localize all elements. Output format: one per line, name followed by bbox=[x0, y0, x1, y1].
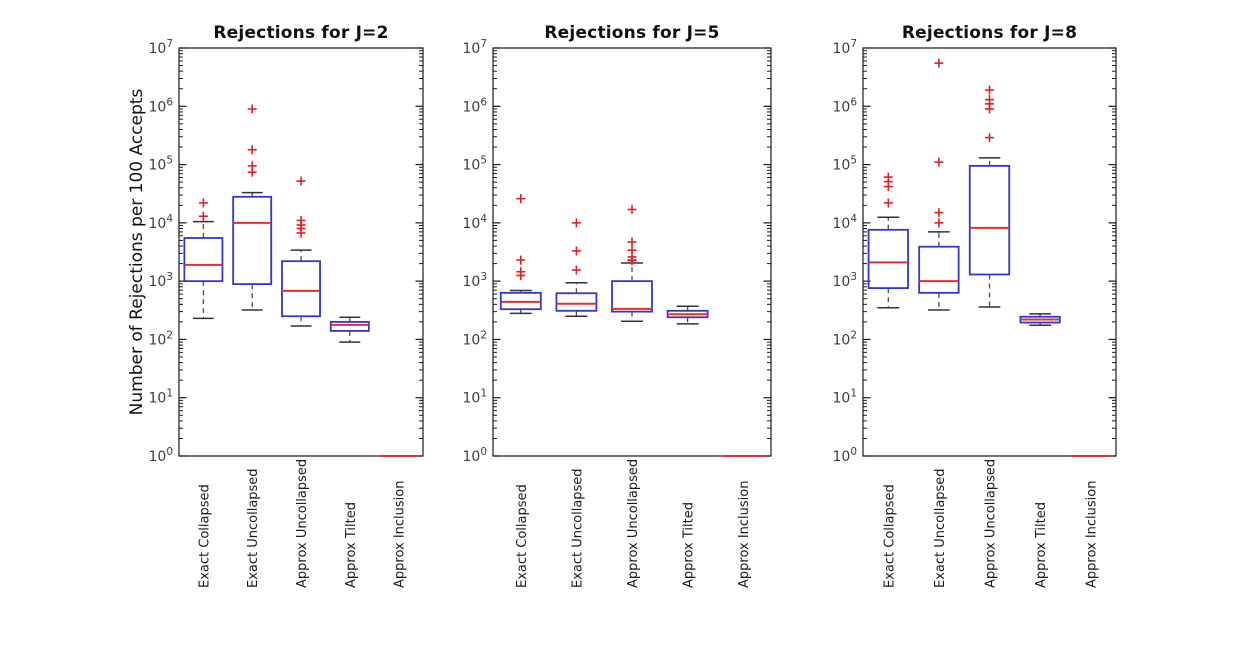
x-category-label: Exact Uncollapsed bbox=[933, 468, 948, 588]
outlier-marker bbox=[516, 255, 526, 265]
subplot-title-j2: Rejections for J=2 bbox=[213, 23, 389, 43]
box-group-approx-tilted bbox=[1019, 313, 1061, 327]
x-category-label: Exact Uncollapsed bbox=[570, 468, 585, 588]
y-tick-label: 106 bbox=[832, 96, 857, 115]
box-group-approx-uncollapsed bbox=[611, 204, 653, 323]
y-tick-label: 107 bbox=[832, 38, 857, 57]
axes-box bbox=[862, 47, 1117, 457]
outlier-marker bbox=[934, 157, 944, 167]
y-tick-label: 104 bbox=[462, 213, 487, 232]
x-category-label: Approx Uncollapsed bbox=[295, 459, 310, 588]
iqr-box bbox=[918, 245, 960, 294]
box-group-exact-collapsed bbox=[499, 194, 542, 315]
box-group-exact-uncollapsed bbox=[918, 58, 960, 311]
box-group-exact-uncollapsed bbox=[232, 104, 273, 311]
x-category-label: Approx Inclusion bbox=[393, 481, 408, 589]
iqr-box bbox=[968, 164, 1011, 276]
y-tick-label: 103 bbox=[832, 271, 857, 290]
outlier-marker bbox=[985, 85, 994, 95]
y-tick-label: 106 bbox=[148, 96, 173, 115]
box-group-exact-collapsed bbox=[867, 172, 909, 309]
y-tick-label: 101 bbox=[148, 388, 173, 407]
y-tick-label: 107 bbox=[462, 38, 487, 57]
y-tick-label: 102 bbox=[462, 329, 487, 348]
y-tick-label: 105 bbox=[148, 155, 173, 174]
y-tick-label: 102 bbox=[832, 329, 857, 348]
axes-subplot-0: 100 101 102 103 104 105 106 107 Exact Collapsed E… bbox=[148, 38, 424, 589]
iqr-box bbox=[611, 280, 653, 313]
y-axis-label: Number of Rejections per 100 Accepts bbox=[127, 88, 147, 416]
outlier-marker bbox=[198, 198, 208, 208]
axes-subplot-2: 100 101 102 103 104 105 106 107 Exact Collapsed E… bbox=[832, 38, 1117, 589]
x-category-label: Approx Tilted bbox=[344, 502, 359, 588]
iqr-box bbox=[281, 260, 321, 318]
outlier-marker bbox=[571, 265, 581, 275]
outlier-marker bbox=[571, 246, 581, 256]
outlier-marker bbox=[247, 161, 257, 171]
y-tick-label: 104 bbox=[148, 213, 173, 232]
outlier-marker bbox=[627, 204, 637, 214]
y-tick-label: 100 bbox=[462, 446, 487, 465]
x-category-label: Approx Inclusion bbox=[1085, 481, 1100, 589]
outlier-marker bbox=[516, 194, 526, 204]
x-category-label: Exact Collapsed bbox=[515, 484, 530, 588]
x-category-label: Exact Collapsed bbox=[197, 484, 212, 588]
outlier-marker bbox=[985, 95, 994, 105]
x-category-label: Exact Uncollapsed bbox=[246, 468, 261, 588]
axes-box bbox=[492, 47, 772, 457]
box-group-exact-uncollapsed bbox=[555, 218, 598, 317]
iqr-box bbox=[867, 228, 909, 289]
outlier-marker bbox=[934, 208, 944, 218]
outlier-marker bbox=[934, 218, 944, 228]
x-category-label: Approx Uncollapsed bbox=[984, 459, 999, 588]
box-group-approx-tilted bbox=[329, 316, 370, 343]
outlier-marker bbox=[883, 198, 893, 208]
x-category-label: Exact Collapsed bbox=[882, 484, 897, 588]
y-tick-label: 100 bbox=[832, 446, 857, 465]
y-tick-label: 105 bbox=[462, 155, 487, 174]
subplot-title-j8: Rejections for J=8 bbox=[901, 23, 1078, 43]
iqr-box bbox=[329, 320, 370, 332]
outlier-marker bbox=[571, 218, 581, 228]
outlier-marker bbox=[296, 215, 306, 225]
outlier-marker bbox=[934, 58, 944, 68]
y-tick-label: 105 bbox=[832, 155, 857, 174]
y-tick-label: 103 bbox=[462, 271, 487, 290]
outlier-marker bbox=[247, 104, 257, 114]
x-category-label: Approx Tilted bbox=[1034, 502, 1049, 588]
outlier-marker bbox=[627, 245, 637, 255]
x-category-label: Approx Inclusion bbox=[737, 481, 752, 589]
box-group-approx-tilted bbox=[666, 305, 709, 325]
x-category-label: Approx Uncollapsed bbox=[626, 459, 641, 588]
axes-box bbox=[178, 47, 424, 457]
outlier-marker bbox=[985, 133, 994, 143]
outlier-marker bbox=[247, 145, 257, 155]
outlier-marker bbox=[627, 237, 637, 247]
y-tick-label: 101 bbox=[462, 388, 487, 407]
y-tick-label: 107 bbox=[148, 38, 173, 57]
axes-subplot-1: 100 101 102 103 104 105 106 107 Exact Collapsed E… bbox=[462, 38, 772, 589]
outlier-marker bbox=[296, 176, 306, 186]
outlier-marker bbox=[198, 211, 208, 221]
y-tick-label: 100 bbox=[148, 446, 173, 465]
box-group-approx-uncollapsed bbox=[281, 176, 321, 327]
y-tick-label: 106 bbox=[462, 96, 487, 115]
y-tick-label: 104 bbox=[832, 213, 857, 232]
outlier-marker bbox=[883, 172, 893, 182]
subplot-title-j5: Rejections for J=5 bbox=[544, 23, 720, 43]
box-group-exact-collapsed bbox=[183, 198, 224, 320]
iqr-box bbox=[183, 237, 224, 283]
y-tick-label: 102 bbox=[148, 329, 173, 348]
box-group-approx-uncollapsed bbox=[968, 85, 1011, 308]
x-category-label: Approx Tilted bbox=[682, 502, 697, 588]
outlier-marker bbox=[516, 267, 526, 277]
iqr-box bbox=[232, 195, 273, 285]
y-tick-label: 101 bbox=[832, 388, 857, 407]
y-tick-label: 103 bbox=[148, 271, 173, 290]
iqr-box bbox=[555, 292, 598, 312]
